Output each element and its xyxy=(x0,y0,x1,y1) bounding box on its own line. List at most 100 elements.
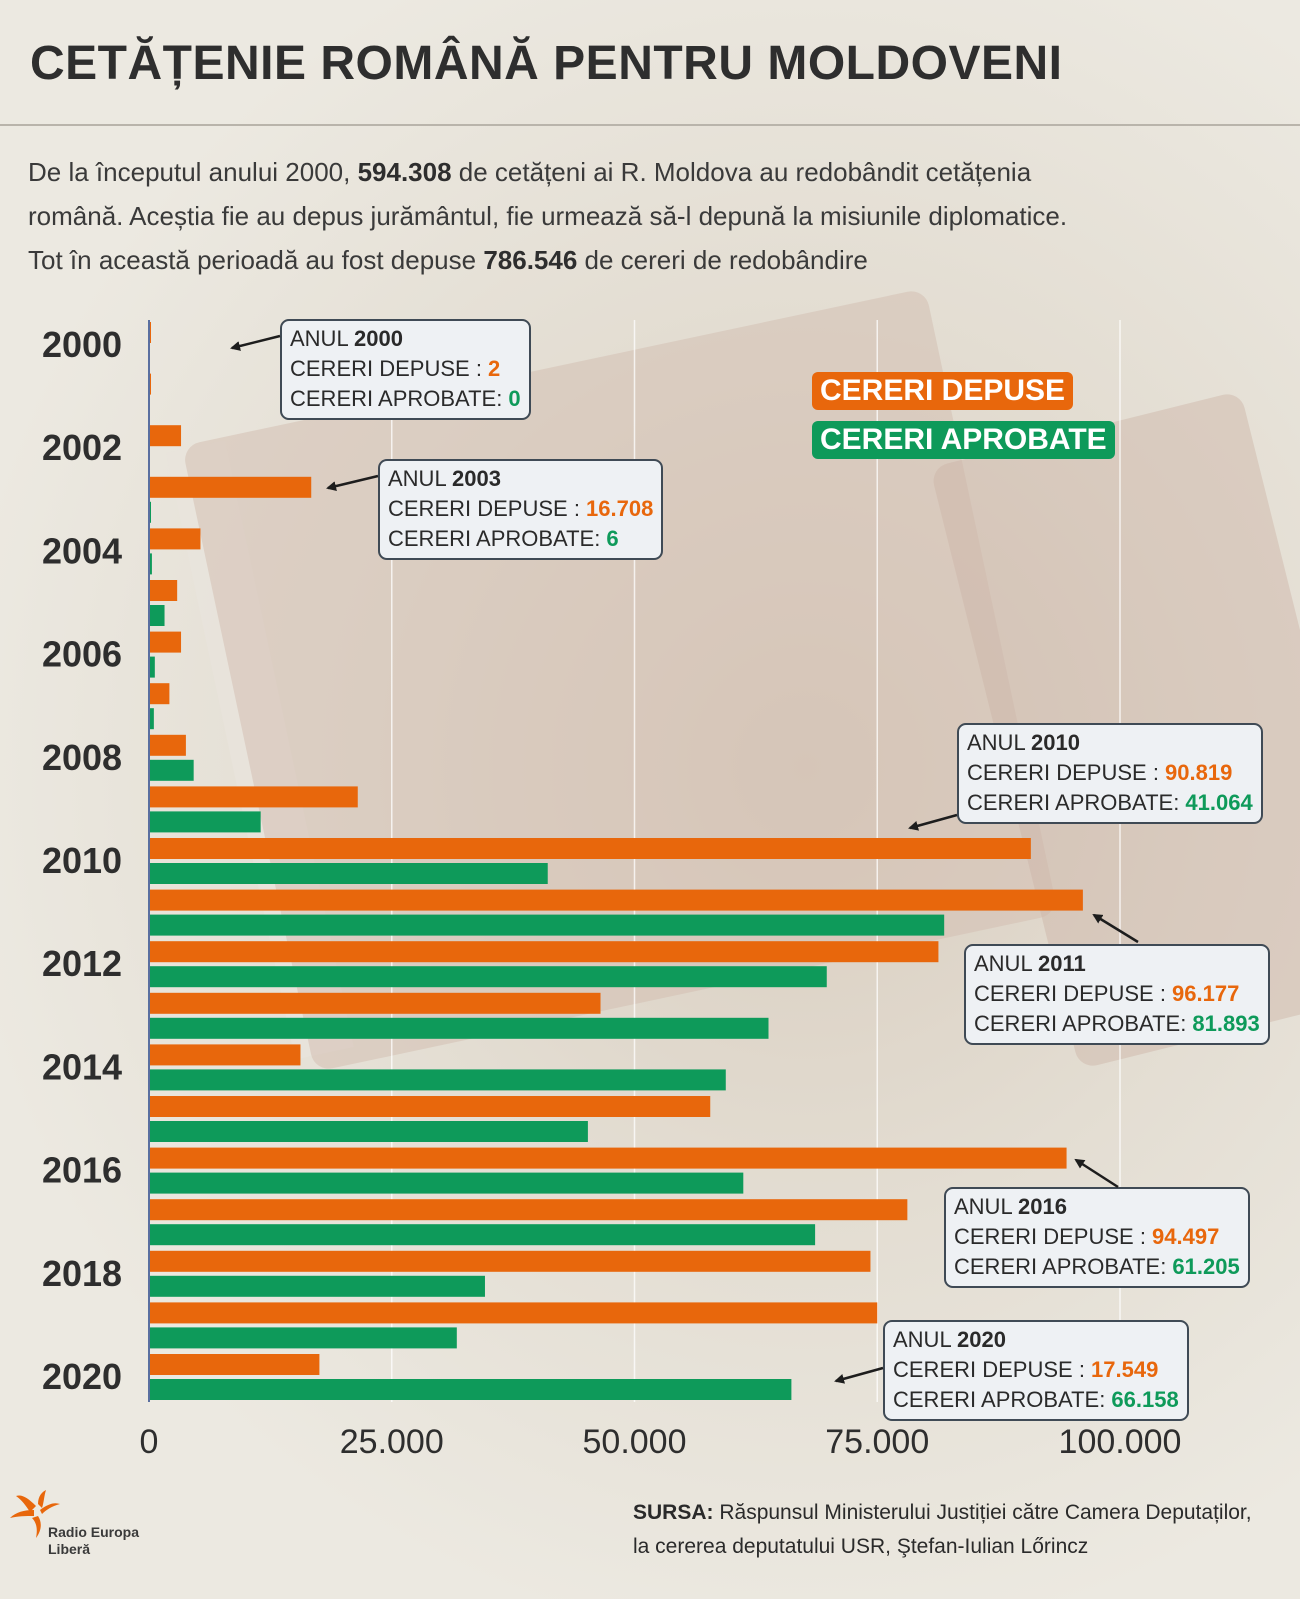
callout-aprobate-label: CERERI APROBATE: xyxy=(290,386,509,411)
callout-aprobate-label: CERERI APROBATE: xyxy=(974,1011,1193,1036)
callout-depuse-value: 2 xyxy=(488,356,501,381)
bar-aprobate-2007 xyxy=(149,708,154,730)
y-tick-label-2008: 2008 xyxy=(42,737,122,778)
callout-2010: ANUL 2010 CERERI DEPUSE : 90.819 CERERI … xyxy=(957,723,1263,824)
callout-depuse-line: CERERI DEPUSE : 2 xyxy=(290,354,521,384)
callout-depuse-line: CERERI DEPUSE : 17.549 xyxy=(893,1355,1179,1385)
bar-aprobate-2018 xyxy=(149,1275,485,1297)
callout-2011: ANUL 2011 CERERI DEPUSE : 96.177 CERERI … xyxy=(964,944,1270,1045)
y-tick-label-2000: 2000 xyxy=(42,324,122,365)
callout-year-line: ANUL 2020 xyxy=(893,1325,1179,1355)
callout-aprobate-line: CERERI APROBATE: 81.893 xyxy=(974,1009,1260,1039)
y-tick-label-2014: 2014 xyxy=(42,1046,122,1087)
arrow-2003 xyxy=(326,474,379,491)
callout-year-line: ANUL 2010 xyxy=(967,728,1253,758)
bar-depuse-2015 xyxy=(149,1096,711,1117)
flame-icon xyxy=(10,1490,60,1538)
callout-anul-label: ANUL xyxy=(974,951,1038,976)
y-tick-label-2018: 2018 xyxy=(42,1253,122,1294)
callout-depuse-label: CERERI DEPUSE : xyxy=(974,981,1173,1006)
callout-aprobate-value: 0 xyxy=(508,386,521,411)
y-tick-label-2020: 2020 xyxy=(42,1356,122,1397)
legend-cereri-aprobate: CERERI APROBATE xyxy=(812,421,1115,459)
bar-aprobate-2012 xyxy=(149,966,827,988)
callout-depuse-line: CERERI DEPUSE : 16.708 xyxy=(388,494,653,524)
callout-aprobate-value: 61.205 xyxy=(1172,1254,1240,1279)
y-tick-label-2010: 2010 xyxy=(42,840,122,881)
bar-depuse-2019 xyxy=(149,1302,878,1324)
intro-text: De la începutul anului 2000, 594.308 de … xyxy=(28,150,1278,282)
callout-depuse-value: 94.497 xyxy=(1152,1224,1220,1249)
callout-year: 2016 xyxy=(1017,1194,1067,1219)
header: CETĂȚENIE ROMÂNĂ PENTRU MOLDOVENI xyxy=(0,0,1300,126)
bar-depuse-2005 xyxy=(149,580,178,601)
source-line-1: SURSA: Răspunsul Ministerului Justiției … xyxy=(633,1496,1252,1530)
bar-aprobate-2020 xyxy=(149,1379,792,1400)
source-label: SURSA: xyxy=(633,1501,714,1524)
bar-depuse-2006 xyxy=(149,631,182,653)
callout-depuse-value: 17.549 xyxy=(1091,1357,1159,1382)
intro-total-cereri: 786.546 xyxy=(483,245,578,275)
bar-depuse-2011 xyxy=(149,889,1083,911)
legend-cereri-depuse: CERERI DEPUSE xyxy=(812,372,1074,410)
callout-depuse-label: CERERI DEPUSE : xyxy=(954,1224,1153,1249)
bar-aprobate-2019 xyxy=(149,1327,457,1349)
bar-aprobate-2013 xyxy=(149,1017,769,1039)
bar-aprobate-2006 xyxy=(149,656,155,678)
bar-aprobate-2004 xyxy=(149,553,152,575)
bar-depuse-2013 xyxy=(149,992,601,1014)
bar-depuse-2016 xyxy=(149,1147,1067,1169)
callout-depuse-value: 96.177 xyxy=(1172,981,1240,1006)
arrow-2011 xyxy=(1092,913,1139,944)
callout-year: 2011 xyxy=(1037,951,1086,976)
source-line-2: la cererea deputatului USR, Ştefan-Iulia… xyxy=(633,1535,1089,1558)
bar-aprobate-2015 xyxy=(149,1121,588,1142)
callout-aprobate-label: CERERI APROBATE: xyxy=(954,1254,1173,1279)
bar-depuse-2017 xyxy=(149,1199,908,1221)
intro-text-part: de cetățeni ai R. Moldova au redobândit … xyxy=(451,157,1032,187)
callout-depuse-line: CERERI DEPUSE : 90.819 xyxy=(967,758,1253,788)
callout-year-line: ANUL 2003 xyxy=(388,464,653,494)
callout-aprobate-line: CERERI APROBATE: 6 xyxy=(388,524,653,554)
bar-chart: 2000200220042006200820102012201420162018… xyxy=(42,320,1181,1461)
callout-depuse-label: CERERI DEPUSE : xyxy=(893,1357,1092,1382)
callout-2020: ANUL 2020 CERERI DEPUSE : 17.549 CERERI … xyxy=(883,1320,1189,1421)
arrow-2000 xyxy=(230,334,281,351)
callout-2016: ANUL 2016 CERERI DEPUSE : 94.497 CERERI … xyxy=(944,1187,1250,1288)
callout-aprobate-line: CERERI APROBATE: 0 xyxy=(290,384,521,414)
page-title: CETĂȚENIE ROMÂNĂ PENTRU MOLDOVENI xyxy=(30,37,1063,90)
radio-europa-libera-logo xyxy=(10,1490,60,1538)
callout-aprobate-value: 66.158 xyxy=(1111,1387,1179,1412)
bar-depuse-2012 xyxy=(149,941,939,963)
callout-depuse-line: CERERI DEPUSE : 96.177 xyxy=(974,979,1260,1009)
y-tick-label-2012: 2012 xyxy=(42,943,122,984)
callout-year: 2003 xyxy=(451,466,501,491)
callout-aprobate-value: 41.064 xyxy=(1185,790,1253,815)
intro-total-redobandit: 594.308 xyxy=(357,157,452,187)
intro-line-1: De la începutul anului 2000, 594.308 de … xyxy=(28,150,1278,194)
arrow-2010 xyxy=(908,813,958,831)
bar-depuse-2020 xyxy=(149,1354,320,1375)
callout-aprobate-line: CERERI APROBATE: 66.158 xyxy=(893,1385,1179,1415)
bar-depuse-2004 xyxy=(149,528,201,550)
callout-aprobate-line: CERERI APROBATE: 61.205 xyxy=(954,1252,1240,1282)
arrow-2016 xyxy=(1074,1158,1119,1189)
source-text: Răspunsul Ministerului Justiției către C… xyxy=(713,1501,1252,1524)
header-divider xyxy=(0,124,1300,126)
callout-depuse-label: CERERI DEPUSE : xyxy=(388,496,587,521)
intro-line-3: Tot în această perioadă au fost depuse 7… xyxy=(28,238,1278,282)
callout-depuse-value: 90.819 xyxy=(1165,760,1233,785)
intro-text-part: de cereri de redobândire xyxy=(577,245,868,275)
callout-aprobate-label: CERERI APROBATE: xyxy=(388,526,607,551)
x-tick-label: 0 xyxy=(140,1423,159,1461)
y-tick-label-2016: 2016 xyxy=(42,1150,122,1191)
callout-year: 2020 xyxy=(956,1327,1006,1352)
callout-anul-label: ANUL xyxy=(290,326,354,351)
bar-aprobate-2017 xyxy=(149,1224,816,1246)
intro-line-2: română. Aceștia fie au depus jurământul,… xyxy=(28,201,1068,231)
logo-line-1: Radio Europa xyxy=(48,1524,140,1540)
callout-year-line: ANUL 2016 xyxy=(954,1192,1240,1222)
callout-year-line: ANUL 2011 xyxy=(974,949,1260,979)
callout-anul-label: ANUL xyxy=(967,730,1031,755)
